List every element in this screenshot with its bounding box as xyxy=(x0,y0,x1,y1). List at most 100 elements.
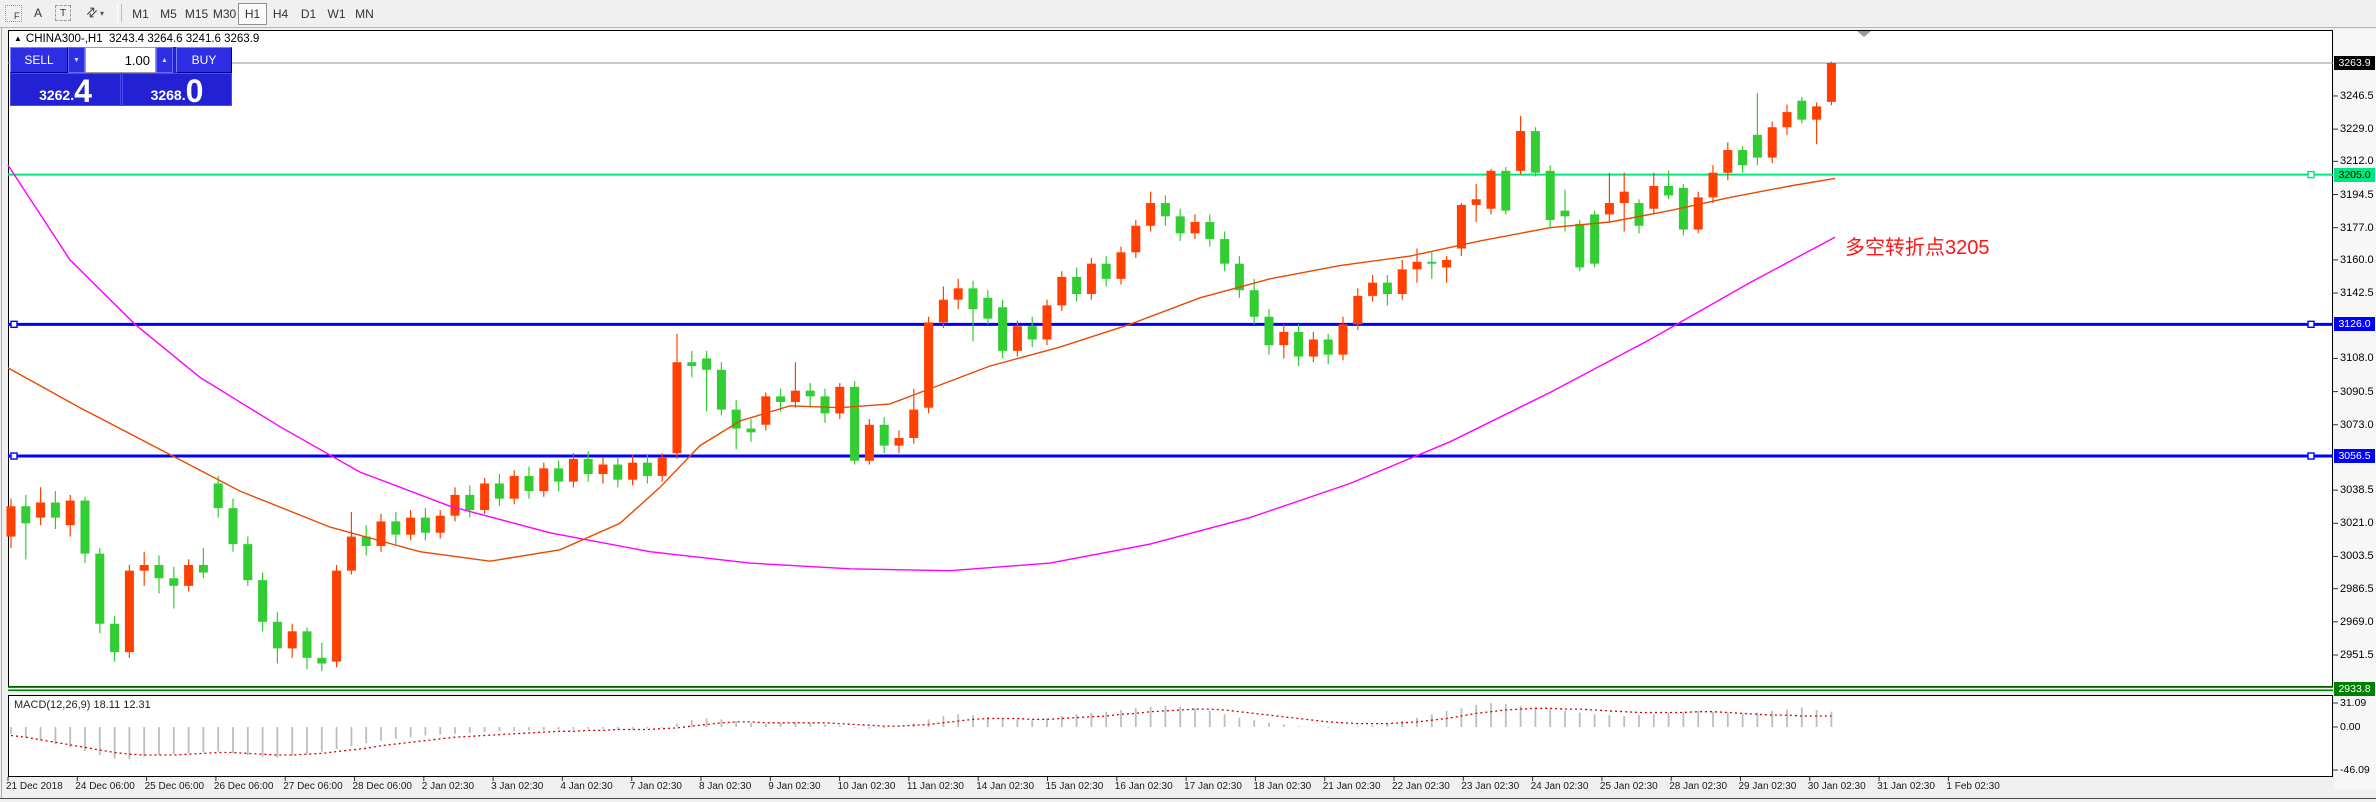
buy-price-main: 3268. xyxy=(150,87,186,103)
time-axis-label: 24 Dec 06:00 xyxy=(75,781,135,792)
symbol-period-label: CHINA300-,H1 xyxy=(25,33,103,45)
text-annotation[interactable]: 多空转折点3205 xyxy=(1845,237,1990,259)
price-tick-label: 2969.0 xyxy=(2340,615,2374,628)
macd-indicator-label: MACD(12,26,9) 18.11 12.31 xyxy=(14,699,151,711)
time-axis-label: 21 Dec 2018 xyxy=(6,781,63,792)
sell-button[interactable]: SELL xyxy=(10,47,68,73)
macd-histogram xyxy=(10,703,1833,760)
price-tick-label: 3073.0 xyxy=(2340,418,2374,431)
price-tag-2933.8: 2933.8 xyxy=(2334,681,2375,696)
time-axis-label: 24 Jan 02:30 xyxy=(1530,781,1589,792)
time-axis-label: 28 Dec 06:00 xyxy=(352,781,413,792)
volume-decrease-button[interactable]: ▼ xyxy=(68,47,85,73)
macd-axis-label: 31.09 xyxy=(2340,697,2367,709)
time-axis-label: 7 Jan 02:30 xyxy=(629,781,682,792)
hline-3205[interactable] xyxy=(8,170,2333,179)
text-tool-icon[interactable]: T xyxy=(52,3,74,23)
tf-button-H4[interactable]: H4 xyxy=(272,7,289,21)
tf-button-H1[interactable]: H1 xyxy=(238,3,267,25)
macd-signal-value: 12.31 xyxy=(123,699,151,711)
hline-3126-anchor[interactable] xyxy=(2307,320,2315,329)
hline-3056-anchor[interactable] xyxy=(10,452,18,460)
time-axis-label: 23 Jan 02:30 xyxy=(1461,781,1520,792)
grid-f-icon[interactable]: F xyxy=(2,3,24,23)
time-axis-label: 4 Jan 02:30 xyxy=(560,781,613,792)
ma-fast-line xyxy=(7,177,1836,562)
price-tick-label: 3142.5 xyxy=(2340,287,2374,300)
buy-button[interactable]: BUY xyxy=(176,47,232,73)
title-marker-icon: ▲ xyxy=(14,34,22,43)
price-tick-label: 3003.5 xyxy=(2340,550,2374,563)
time-axis-label: 9 Jan 02:30 xyxy=(768,781,821,792)
tf-button-M30[interactable]: M30 xyxy=(212,7,237,21)
tf-button-M5[interactable]: M5 xyxy=(160,7,177,21)
time-axis-label: 2 Jan 02:30 xyxy=(421,781,475,792)
grid-f-glyph: F xyxy=(4,4,22,22)
macd-axis-label: 0.00 xyxy=(2340,721,2361,733)
hline-3056-anchor[interactable] xyxy=(2307,452,2315,460)
time-axis-label: 25 Jan 02:30 xyxy=(1599,781,1658,792)
sell-price-main: 3262. xyxy=(39,87,75,103)
cycle-arrows-icon[interactable]: ⇅ ▾ xyxy=(78,3,112,23)
time-axis-label: 3 Jan 02:30 xyxy=(491,781,544,792)
price-axis-column[interactable] xyxy=(2334,30,2376,790)
price-tick-label: 3160.0 xyxy=(2340,253,2374,266)
tf-button-D1[interactable]: D1 xyxy=(300,7,317,21)
time-axis-label: 15 Jan 02:30 xyxy=(1045,781,1104,792)
window-left-edge xyxy=(1,28,2,798)
price-tick-label: 3194.5 xyxy=(2340,188,2374,201)
price-tick-label: 2951.5 xyxy=(2340,648,2374,661)
price-tick-label: 2986.5 xyxy=(2340,582,2374,595)
window-bottom-border xyxy=(0,798,2376,799)
time-axis-label: 10 Jan 02:30 xyxy=(837,781,896,792)
volume-increase-button[interactable]: ▲ xyxy=(156,47,173,73)
time-axis-label: 25 Dec 06:00 xyxy=(144,781,205,792)
price-tag-3263.9: 3263.9 xyxy=(2334,56,2375,70)
time-axis-label: 1 Feb 02:30 xyxy=(1946,781,2000,792)
price-tick-label: 3038.5 xyxy=(2340,484,2374,497)
tf-button-M15[interactable]: M15 xyxy=(184,7,209,21)
macd-axis-label: -46.09 xyxy=(2340,764,2370,776)
time-axis-label: 18 Jan 02:30 xyxy=(1253,781,1312,792)
price-tick-label: 3021.0 xyxy=(2340,517,2374,530)
time-axis-label: 14 Jan 02:30 xyxy=(976,781,1035,792)
time-axis-label: 11 Jan 02:30 xyxy=(906,781,964,792)
time-axis-label: 17 Jan 02:30 xyxy=(1184,781,1242,792)
price-tag-3126.0: 3126.0 xyxy=(2334,317,2375,332)
top-toolbar: F A T ⇅ ▾ M1 M5 M15 M30 H1 H4 D1 W1 MN xyxy=(0,0,2376,28)
hline-3056[interactable] xyxy=(8,452,2333,460)
tf-button-M1[interactable]: M1 xyxy=(132,7,149,21)
chart-shift-marker-icon[interactable] xyxy=(1857,31,1871,37)
ma-slow-line xyxy=(7,164,1836,572)
price-tag-3205.0: 3205.0 xyxy=(2334,167,2375,182)
candles-layer xyxy=(6,61,1836,672)
hline-3126-anchor[interactable] xyxy=(10,320,18,329)
buy-price-button[interactable]: 3268. 0 xyxy=(122,73,232,107)
time-axis-label: 28 Jan 02:30 xyxy=(1669,781,1728,792)
macd-signal-line xyxy=(10,707,1832,756)
price-tick-label: 3246.5 xyxy=(2340,89,2374,102)
time-axis-label: 26 Dec 06:00 xyxy=(213,781,274,792)
time-axis-label: 16 Jan 02:30 xyxy=(1114,781,1173,792)
sell-price-button[interactable]: 3262. 4 xyxy=(10,73,121,109)
price-tick-label: 3229.0 xyxy=(2340,123,2374,136)
chart-title: ▲ CHINA300-,H1 3243.4 3264.6 3241.6 3263.… xyxy=(14,33,259,45)
hline-3205-anchor[interactable] xyxy=(2307,170,2315,179)
tf-button-W1[interactable]: W1 xyxy=(327,7,346,21)
time-axis-label: 22 Jan 02:30 xyxy=(1392,781,1450,792)
hline-3126[interactable] xyxy=(8,320,2333,329)
sell-price-big-digit: 4 xyxy=(74,73,92,109)
letter-a-glyph: A xyxy=(33,6,42,20)
price-tick-label: 3108.0 xyxy=(2340,352,2374,365)
price-tick-label: 3177.0 xyxy=(2340,221,2374,234)
tf-button-MN[interactable]: MN xyxy=(355,7,374,21)
volume-input[interactable]: 1.00 xyxy=(85,47,156,73)
time-axis-label: 8 Jan 02:30 xyxy=(699,781,752,792)
price-tick-label: 3090.5 xyxy=(2340,385,2374,398)
text-label-a-icon[interactable]: A xyxy=(27,3,49,23)
chevron-down-icon: ▾ xyxy=(99,8,104,18)
toolbar-grip[interactable] xyxy=(117,4,122,22)
price-tick-label: 3212.0 xyxy=(2340,155,2374,168)
time-axis-label: 29 Jan 02:30 xyxy=(1738,781,1797,792)
